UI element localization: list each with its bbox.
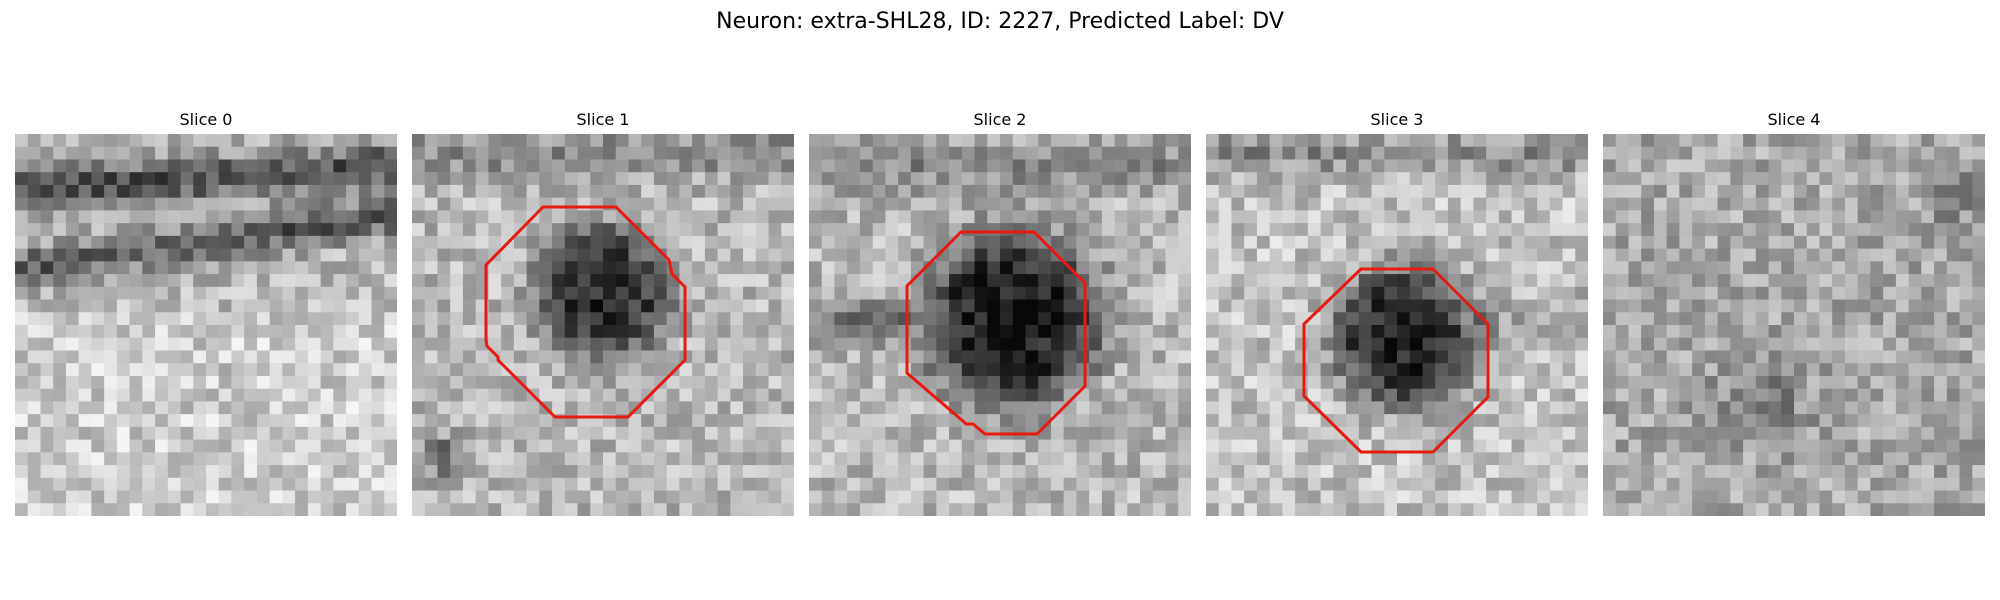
- pixel-grid: [412, 134, 794, 516]
- slice-title: Slice 0: [179, 110, 233, 129]
- slice-image-3: [1206, 134, 1588, 516]
- roi-contour: [484, 205, 687, 419]
- slice-image-2: [809, 134, 1191, 516]
- roi-contour: [905, 230, 1087, 436]
- slice-title: Slice 4: [1767, 110, 1821, 129]
- figure-title: Neuron: extra-SHL28, ID: 2227, Predicted…: [716, 9, 1284, 34]
- pixel-grid: [1603, 134, 1985, 516]
- slice-title: Slice 1: [576, 110, 630, 129]
- slice-title: Slice 2: [973, 110, 1027, 129]
- roi-contour: [1302, 267, 1490, 454]
- slice-image-1: [412, 134, 794, 516]
- slice-image-4: [1603, 134, 1985, 516]
- slice-title: Slice 3: [1370, 110, 1424, 129]
- pixel-grid: [809, 134, 1191, 516]
- slice-image-0: [15, 134, 397, 516]
- pixel-grid: [15, 134, 397, 516]
- pixel-grid: [1206, 134, 1588, 516]
